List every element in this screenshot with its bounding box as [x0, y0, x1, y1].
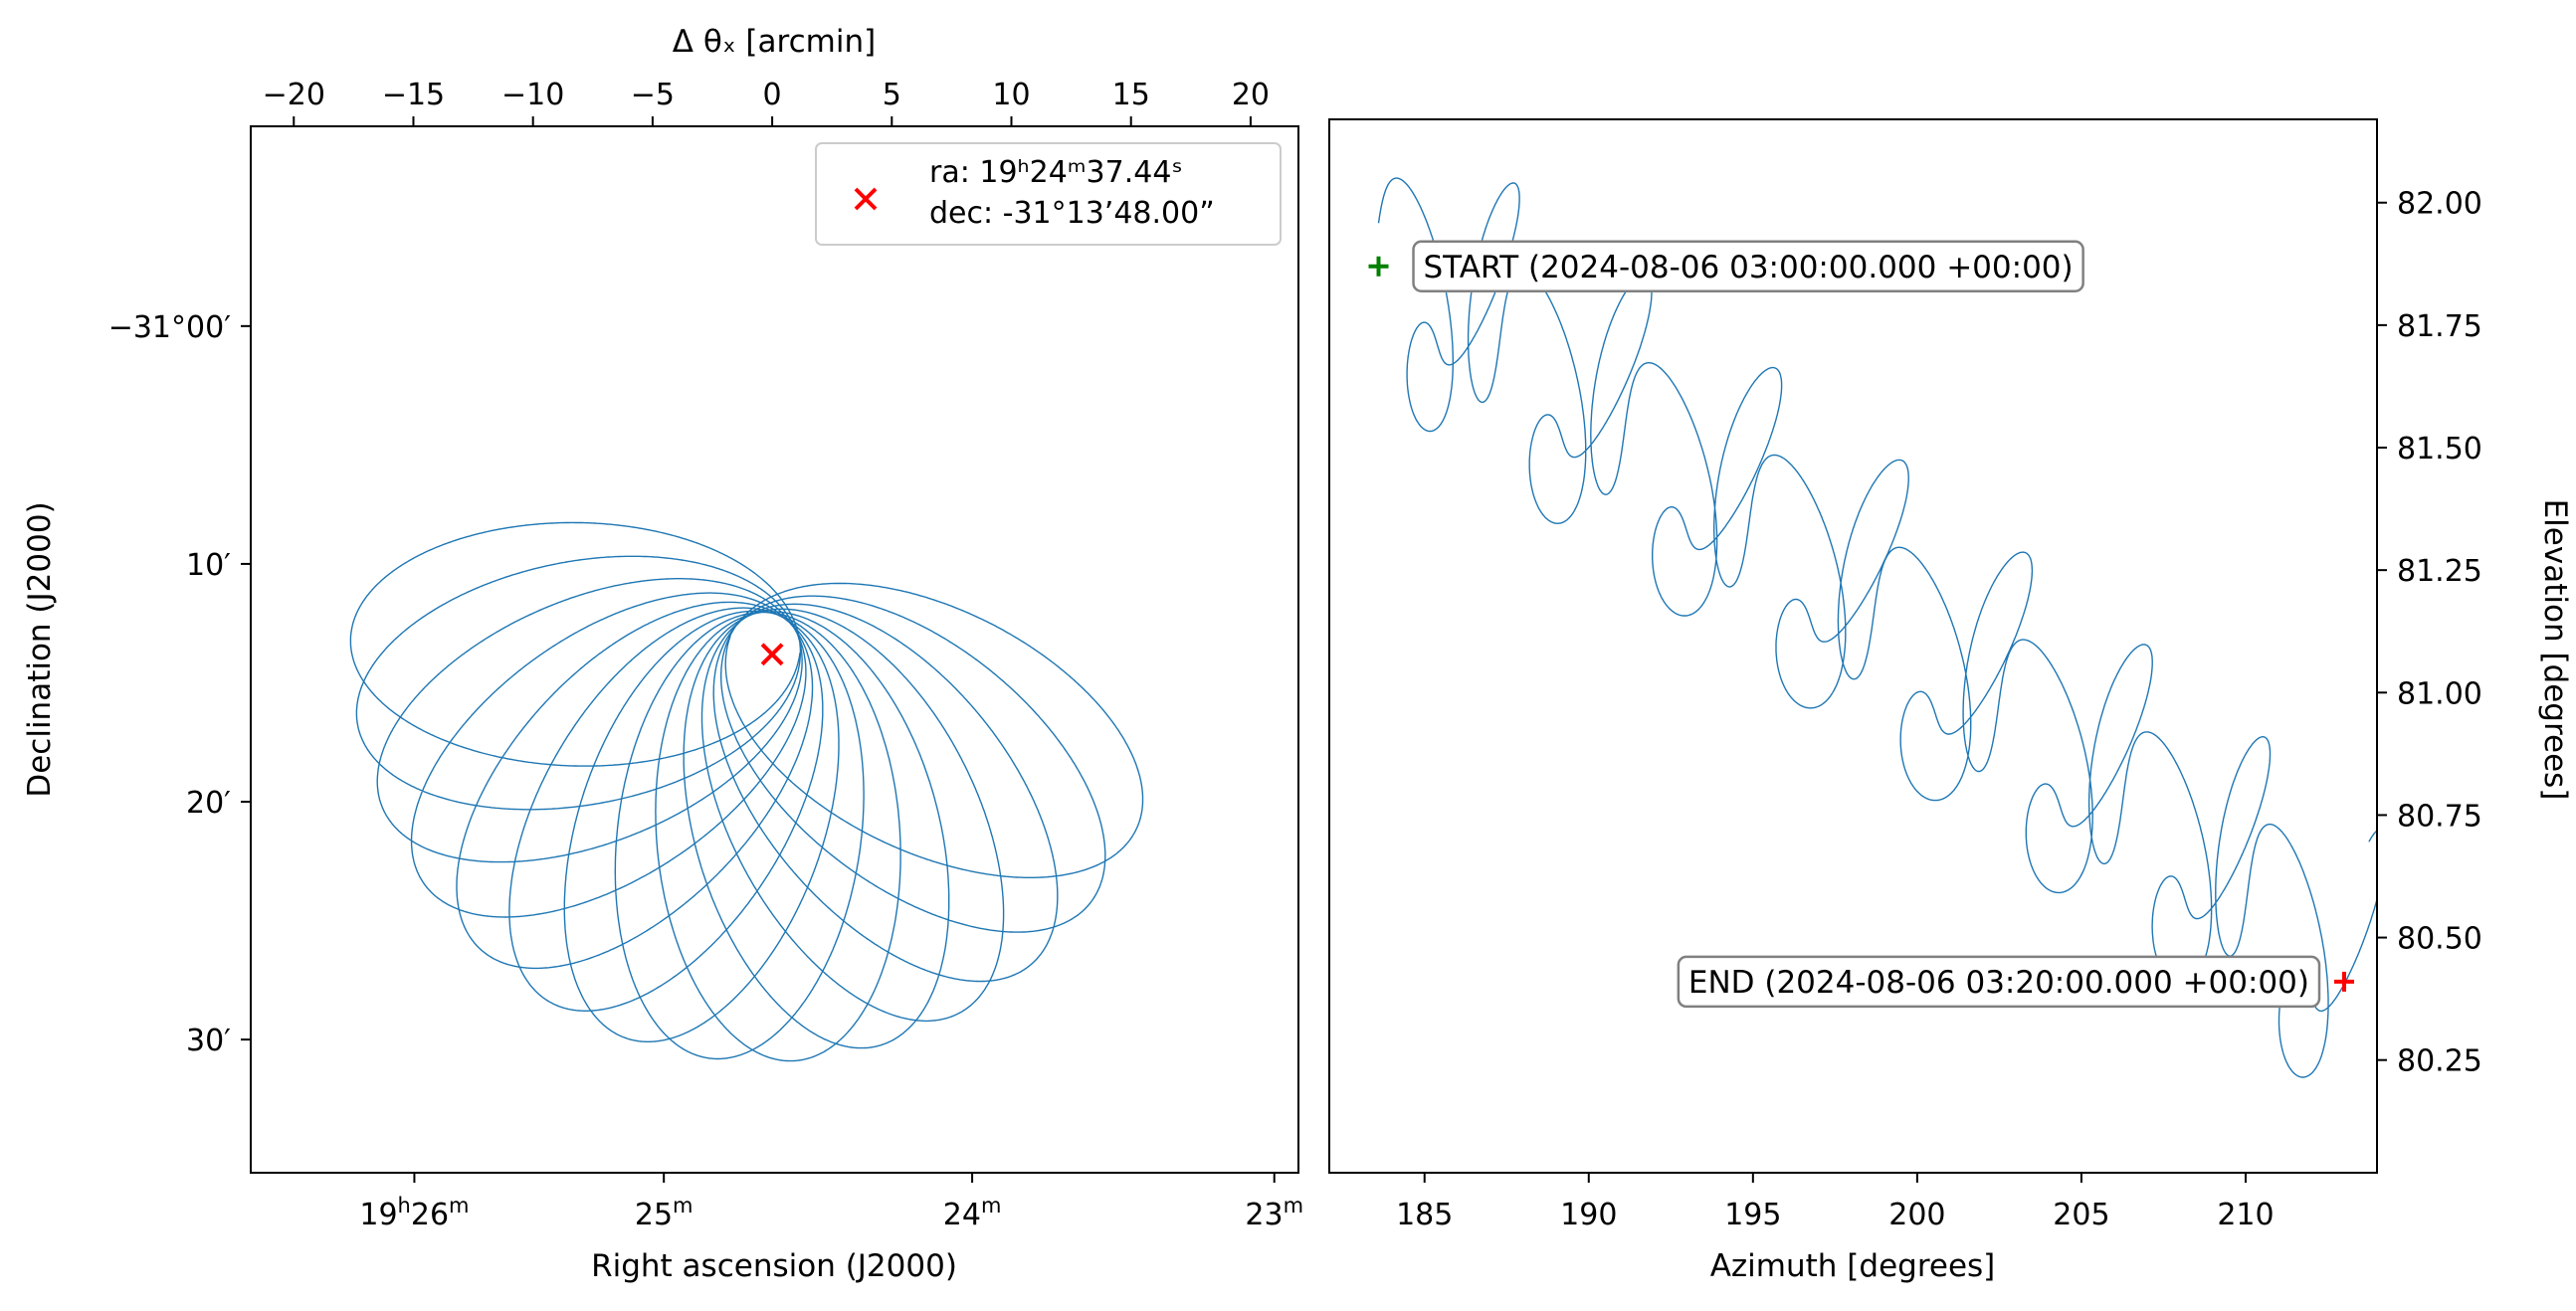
top-x-tick-label: 5	[883, 78, 901, 112]
elevation-tick-label: 80.50	[2397, 922, 2482, 957]
sky-x-axis-label: Right ascension (J2000)	[591, 1248, 957, 1284]
sky-trace-line	[349, 521, 1144, 1062]
start-annotation: START (2024-08-06 03:00:00.000 +00:00)	[1412, 240, 2084, 293]
ra-axis: 19h26m 25m 24m 23m	[359, 1173, 1303, 1232]
top-x-tick-label: 15	[1112, 78, 1150, 112]
dec-tick-label: 20′	[186, 786, 231, 821]
top-x-axis: −20 −15 −10 −5 0 5 10 15 20	[263, 78, 1270, 126]
dec-tick-label: −31°00′	[108, 310, 231, 345]
sky-scan-trace	[349, 521, 1144, 1062]
end-marker	[2333, 971, 2354, 992]
elevation-tick-label: 82.00	[2397, 187, 2482, 222]
azimuth-tick-label: 185	[1396, 1198, 1453, 1232]
azimuth-tick-label: 200	[1888, 1198, 1945, 1232]
azimuth-axis: 185 190 195 200 205 210	[1396, 1173, 2275, 1232]
elevation-tick-label: 81.75	[2397, 309, 2482, 344]
elevation-tick-label: 81.50	[2397, 432, 2482, 467]
legend-center-marker	[854, 187, 878, 211]
azimuth-tick-label: 205	[2053, 1198, 2109, 1232]
top-x-tick-label: −15	[382, 78, 445, 112]
end-label: END (2024-08-06 03:20:00.000 +00:00)	[1688, 965, 2309, 1001]
end-label-box	[1677, 955, 2321, 1009]
elevation-tick-label: 81.25	[2397, 554, 2482, 589]
top-x-tick-label: −20	[263, 78, 325, 112]
azimuth-tick-label: 210	[2217, 1198, 2274, 1232]
dec-tick-label: 30′	[186, 1024, 231, 1058]
elevation-tick-label: 80.75	[2397, 799, 2482, 834]
top-x-tick-label: −5	[631, 78, 675, 112]
legend-dec-label: dec: -31°13’48.00”	[929, 196, 1215, 231]
azimuth-tick-label: 190	[1560, 1198, 1617, 1232]
ra-tick-label: 24m	[943, 1194, 1002, 1232]
legend-frame	[815, 142, 1282, 246]
horizon-y-axis-label: Elevation [degrees]	[2537, 499, 2573, 801]
legend: ra: 19ʰ24ᵐ37.44ˢ dec: -31°13’48.00”	[815, 142, 1282, 246]
elevation-axis: 80.25 80.50 80.75 81.00 81.25 81.50 81.75 82.00	[2377, 187, 2482, 1079]
start-label: START (2024-08-06 03:00:00.000 +00:00)	[1424, 250, 2074, 285]
azimuth-tick-label: 195	[1724, 1198, 1781, 1232]
dec-tick-label: 10′	[186, 548, 231, 583]
horizon-scan-trace	[1377, 177, 2377, 1078]
sky-y-axis-label: Declination (J2000)	[22, 501, 58, 797]
end-annotation: END (2024-08-06 03:20:00.000 +00:00)	[1677, 955, 2321, 1009]
legend-ra-label: ra: 19ʰ24ᵐ37.44ˢ	[929, 155, 1183, 190]
ra-tick-label: 25m	[635, 1194, 694, 1232]
top-x-tick-label: 20	[1232, 78, 1270, 112]
elevation-tick-label: 80.25	[2397, 1044, 2482, 1079]
top-x-tick-label: 10	[992, 78, 1030, 112]
center-marker	[760, 643, 784, 666]
start-marker	[1368, 256, 1389, 277]
horizon-axes-frame	[1328, 118, 2378, 1174]
ra-tick-label: 23m	[1245, 1194, 1303, 1232]
horizon-trace-line	[1377, 177, 2377, 1078]
ra-tick-label: 19h26m	[359, 1194, 469, 1232]
start-label-box	[1412, 240, 2084, 293]
horizon-x-axis-label: Azimuth [degrees]	[1710, 1248, 1996, 1284]
elevation-tick-label: 81.00	[2397, 676, 2482, 711]
top-x-tick-label: −10	[501, 78, 564, 112]
dec-axis: −31°00′ 10′ 20′ 30′	[108, 310, 251, 1058]
top-x-tick-label: 0	[763, 78, 782, 112]
sky-panel: −20 −15 −10 −5 0 5 10 15 20 19h26m 25m 24m 23m −31°…	[22, 24, 1303, 1284]
top-x-axis-label: Δ θₓ [arcmin]	[673, 24, 876, 60]
horizon-panel: 185 190 195 200 205 210 80.2580.5080.7581.008…	[1328, 118, 2573, 1284]
sky-axes-frame	[250, 125, 1299, 1174]
